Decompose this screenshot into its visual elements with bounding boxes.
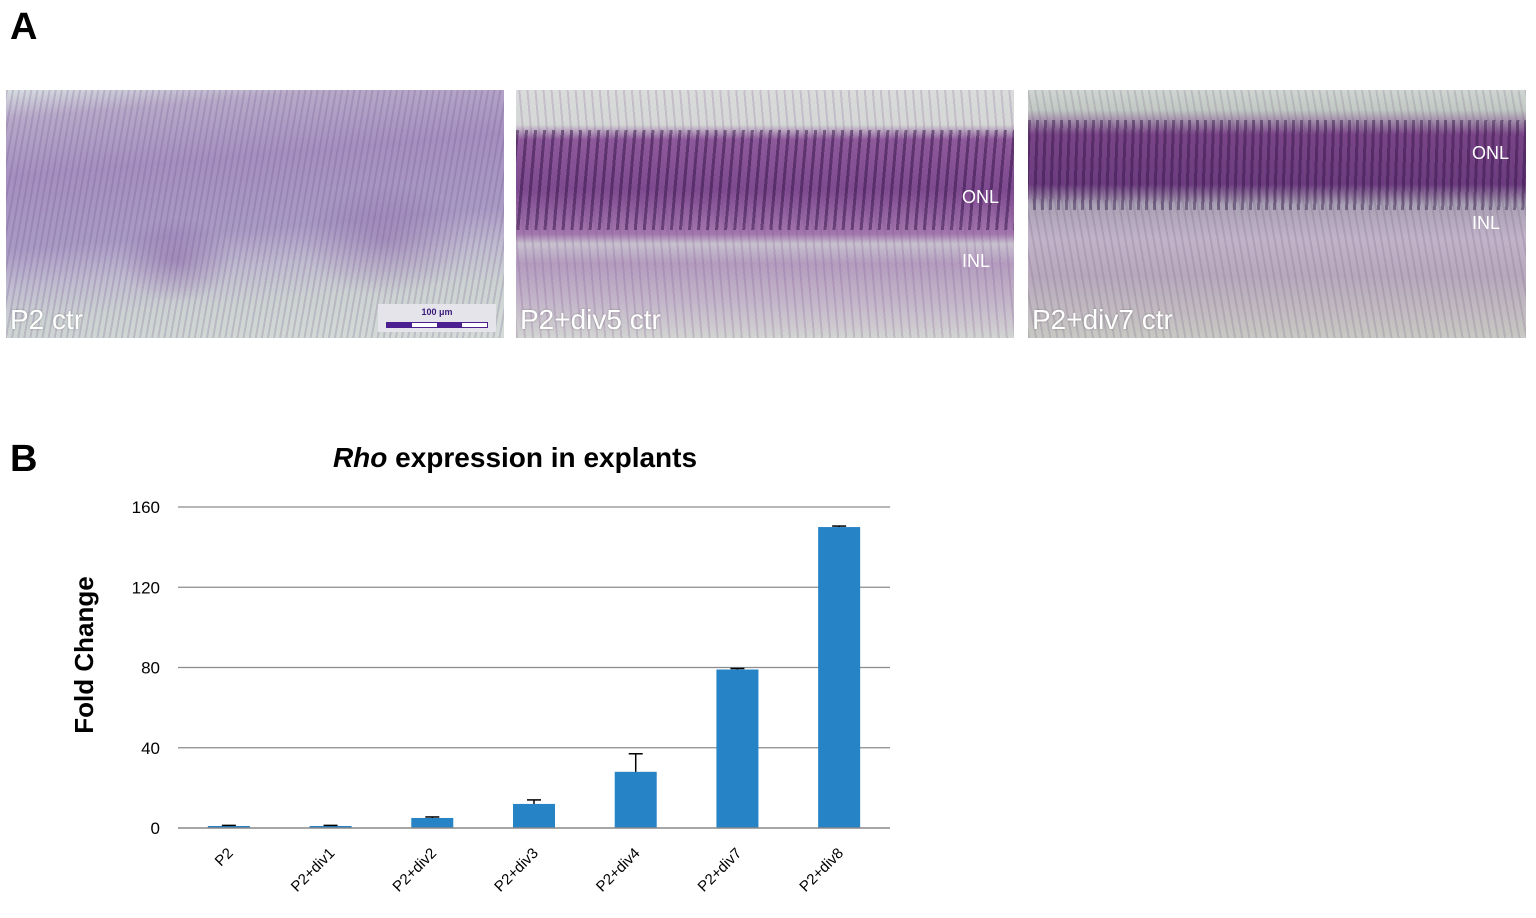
micrograph-label: P2+div7 ctr [1032,304,1173,335]
y-tick-label: 160 [132,498,160,517]
bar-p2-div3 [513,803,555,828]
layer-label-inl: INL [1472,213,1501,233]
x-tick-label: P2+div3 [491,845,542,896]
bar-p2-div1 [309,825,352,828]
x-tick-label: P2+div8 [796,845,847,896]
layer-label-inl: INL [962,251,991,271]
panel-letter-a: A [10,6,38,48]
scale-bar-label: 100 μm [421,307,453,317]
micrograph-p2-div7-ctr: ONL INL P2+div7 ctr [1028,90,1526,338]
scale-bar: 100 μm [378,304,496,332]
micrograph-label: P2+div5 ctr [520,304,661,335]
bar-p2-div2 [411,817,454,828]
x-tick-label: P2+div7 [695,845,746,896]
bar-p2-div7 [716,669,759,828]
y-tick-label: 80 [141,659,160,678]
x-tick-label: P2+div2 [389,845,440,896]
bar-p2-div8 [818,527,861,828]
micrograph-label: P2 ctr [10,304,84,335]
layer-label-onl: ONL [962,187,1000,207]
scale-bar-line [386,322,488,328]
bar-chart: Rho expression in explants Fold Change 0… [69,442,890,896]
micrograph-p2-div5-ctr: ONL INL P2+div5 ctr [516,90,1014,338]
x-tick-label: P2+div4 [593,845,644,896]
x-tick-label: P2+div1 [288,845,339,896]
error-bars [221,525,847,827]
bars [207,527,861,828]
chart-title-rest: expression in explants [387,442,697,473]
chart-title-italic: Rho [333,442,387,473]
chart-title: Rho expression in explants [333,442,697,473]
micrograph-p2-ctr: P2 ctr 100 μm [6,90,504,338]
layer-label-onl: ONL [1472,143,1510,163]
gridlines [178,506,890,749]
x-tick-label: P2 [212,845,237,870]
x-tick-labels: P2 P2+div1 P2+div2 P2+div3 P2+div4 P2+div7 P2+… [212,845,847,896]
y-tick-label: 0 [151,819,160,838]
y-tick-label: 40 [141,739,160,758]
bar-p2 [207,825,250,828]
bar-p2-div4 [614,771,657,828]
y-tick-label: 120 [132,578,160,597]
panel-letter-b: B [10,438,38,480]
y-axis-label: Fold Change [69,576,99,733]
y-tick-labels: 0 40 80 120 160 [132,498,160,838]
